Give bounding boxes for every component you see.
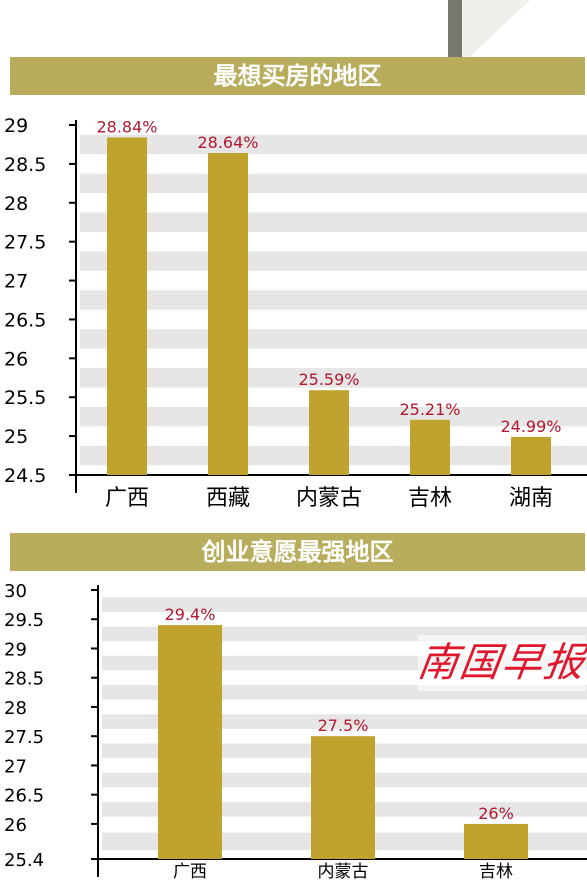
y-tick-label: 29 bbox=[4, 639, 27, 660]
y-tick-label: 26 bbox=[4, 815, 27, 836]
y-tick-label: 27.5 bbox=[4, 232, 46, 254]
bar-value-label: 28.64% bbox=[197, 133, 258, 152]
category-label: 广西 bbox=[105, 486, 149, 511]
category-label: 吉林 bbox=[479, 862, 513, 882]
y-tick-label: 27.5 bbox=[4, 727, 44, 748]
grid-band bbox=[80, 290, 587, 310]
grid-band bbox=[80, 329, 587, 349]
y-tick-label: 24.5 bbox=[4, 465, 46, 487]
grid-band bbox=[80, 251, 587, 271]
bar bbox=[311, 736, 375, 859]
bar bbox=[511, 436, 551, 475]
y-tick-label: 28.5 bbox=[4, 669, 44, 690]
y-tick-label: 27 bbox=[4, 271, 28, 293]
bar-value-label: 24.99% bbox=[500, 417, 561, 436]
y-tick-label: 30 bbox=[4, 581, 27, 602]
y-tick-label: 25.4 bbox=[4, 850, 44, 871]
grid-band bbox=[80, 134, 587, 155]
bar-value-label: 28.84% bbox=[96, 117, 157, 136]
category-label: 吉林 bbox=[408, 486, 452, 511]
chart1-title-banner: 最想买房的地区 bbox=[10, 57, 585, 95]
bar bbox=[107, 137, 147, 475]
y-tick-label: 28 bbox=[4, 193, 28, 215]
category-label: 西藏 bbox=[206, 486, 250, 511]
y-tick-label: 25 bbox=[4, 426, 28, 448]
bar bbox=[464, 823, 528, 859]
grid-band bbox=[80, 368, 587, 388]
bar bbox=[158, 625, 222, 859]
grid-band bbox=[80, 173, 587, 194]
category-label: 湖南 bbox=[509, 486, 553, 511]
category-label: 内蒙古 bbox=[296, 486, 362, 511]
bar-value-label: 25.21% bbox=[399, 400, 460, 419]
bar bbox=[410, 419, 450, 475]
y-tick-label: 28 bbox=[4, 698, 27, 719]
housing-chart: 24.5 25 25.5 26 26.5 27 27.5 28 28.5 29 28.84% 广西 28… bbox=[4, 115, 587, 511]
bar-value-label: 26% bbox=[478, 804, 514, 823]
grid-band bbox=[102, 597, 587, 612]
category-label: 内蒙古 bbox=[318, 862, 369, 882]
entrepreneurship-chart: 25.4 26 26.5 27 27.5 28 28.5 29 29.5 30 29.4% 广西 27.… bbox=[4, 581, 587, 882]
grid-band bbox=[80, 212, 587, 232]
bar-value-label: 25.59% bbox=[298, 370, 359, 389]
y-tick-label: 26.5 bbox=[4, 309, 46, 331]
category-label: 广西 bbox=[173, 862, 207, 882]
bar-value-label: 29.4% bbox=[165, 605, 216, 624]
y-tick-label: 29 bbox=[4, 115, 28, 137]
y-tick-label: 25.5 bbox=[4, 387, 46, 409]
grid-band bbox=[102, 714, 587, 729]
bar bbox=[208, 153, 248, 475]
bar-value-label: 27.5% bbox=[318, 716, 369, 735]
y-tick-label: 28.5 bbox=[4, 154, 46, 176]
bar bbox=[309, 390, 349, 475]
watermark-text: 南国早报 bbox=[414, 640, 587, 686]
newspaper-watermark: 南国早报 bbox=[415, 635, 587, 691]
y-tick-label: 26.5 bbox=[4, 786, 44, 807]
y-tick-label: 29.5 bbox=[4, 610, 44, 631]
y-tick-label: 27 bbox=[4, 756, 27, 777]
y-tick-label: 26 bbox=[4, 348, 28, 370]
chart2-title-banner: 创业意愿最强地区 bbox=[10, 533, 585, 571]
page-corner-decoration bbox=[0, 0, 587, 78]
